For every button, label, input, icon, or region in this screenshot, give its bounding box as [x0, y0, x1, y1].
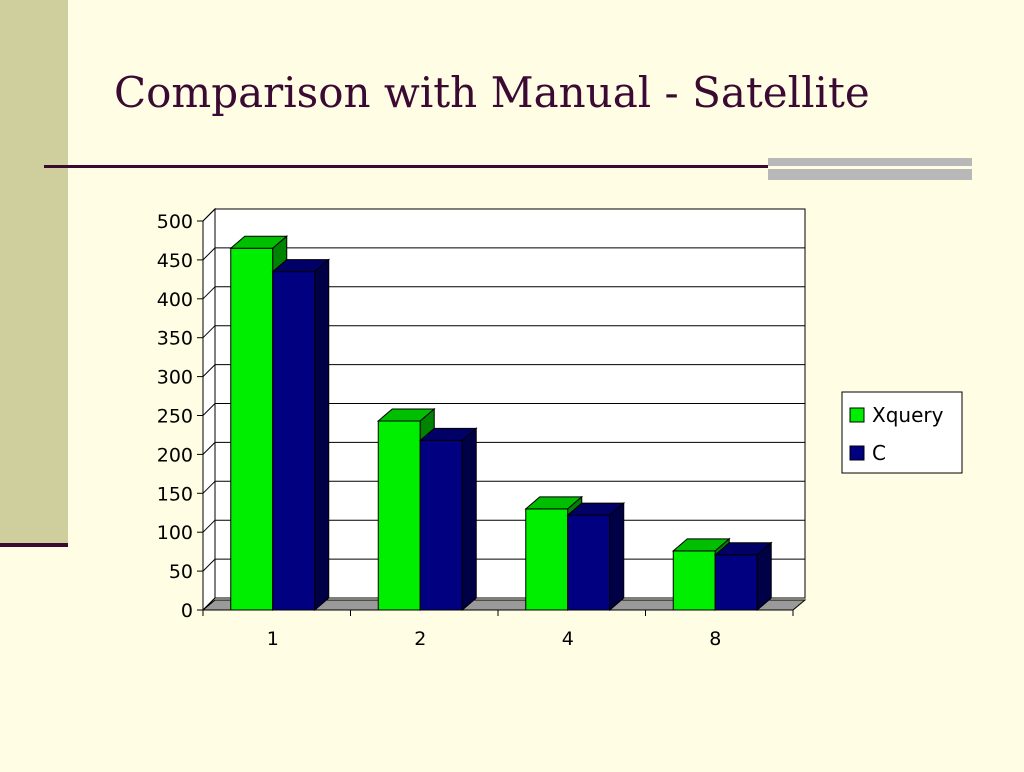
- gridline-side: [202, 558, 216, 572]
- y-tick-label: 150: [157, 483, 193, 505]
- legend-swatch-xquery: [849, 407, 865, 423]
- legend-label-xquery: Xquery: [872, 403, 944, 427]
- slide-title: Comparison with Manual - Satellite: [114, 68, 870, 117]
- gridline-side: [202, 208, 216, 222]
- x-tick-label: 2: [414, 628, 426, 650]
- y-tick-label: 100: [157, 522, 193, 544]
- legend-swatch-c: [849, 445, 865, 461]
- bar-xquery-2: [377, 420, 421, 611]
- y-tick-label: 0: [181, 600, 193, 622]
- y-tick-label: 350: [157, 328, 193, 350]
- title-rule-accent: [768, 158, 972, 180]
- gridline-side: [202, 247, 216, 261]
- x-tick-label: 1: [267, 628, 279, 650]
- bar-side-c-1: [314, 258, 330, 612]
- left-sidebar-rule: [0, 543, 68, 547]
- bar-side-c-2: [461, 427, 477, 612]
- y-tick-label: 50: [169, 561, 193, 583]
- gridline-side: [202, 403, 216, 416]
- gridline-side: [202, 519, 216, 533]
- x-tick-label: 8: [709, 628, 721, 650]
- gridline-side: [202, 364, 216, 377]
- y-tick-label: 450: [157, 250, 193, 272]
- y-tick-label: 250: [157, 406, 193, 428]
- gridline-side: [202, 325, 216, 339]
- gridline-side: [202, 480, 216, 494]
- bar-c-1: [272, 271, 316, 611]
- left-sidebar-band: [0, 0, 68, 545]
- bar-xquery-1: [230, 247, 274, 611]
- bar-side-c-4: [609, 501, 625, 612]
- x-tick-label: 4: [562, 628, 574, 650]
- gridline-side: [202, 286, 216, 300]
- title-rule-accent-gap: [768, 166, 972, 169]
- y-tick-label: 400: [157, 289, 193, 311]
- y-tick-label: 500: [157, 211, 193, 233]
- legend-label-c: C: [872, 441, 886, 465]
- title-rule: [44, 165, 972, 168]
- gridline-side: [202, 442, 216, 455]
- bar-c-4: [567, 514, 611, 611]
- y-tick-label: 200: [157, 444, 193, 466]
- y-tick-label: 300: [157, 367, 193, 389]
- bar-side-c-8: [756, 541, 772, 612]
- bar-xquery-4: [525, 508, 569, 611]
- bar-c-8: [714, 554, 758, 611]
- bar-xquery-8: [672, 550, 716, 611]
- bar-c-2: [419, 439, 463, 611]
